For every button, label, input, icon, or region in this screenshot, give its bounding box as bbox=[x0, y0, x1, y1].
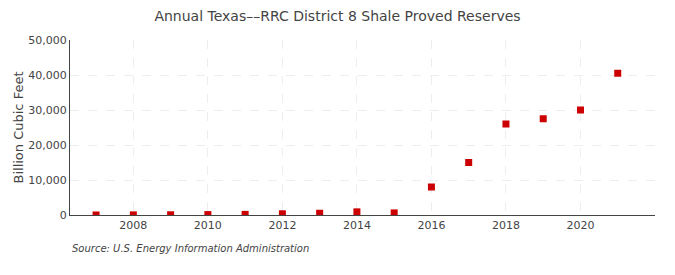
svg-text:40,000: 40,000 bbox=[28, 69, 67, 82]
svg-text:2020: 2020 bbox=[566, 219, 594, 232]
svg-text:2010: 2010 bbox=[194, 219, 222, 232]
svg-text:2012: 2012 bbox=[268, 219, 296, 232]
svg-text:Billion Cubic Feet: Billion Cubic Feet bbox=[11, 71, 26, 183]
svg-text:Annual Texas––RRC District 8 S: Annual Texas––RRC District 8 Shale Prove… bbox=[154, 8, 520, 24]
svg-text:10,000: 10,000 bbox=[28, 174, 67, 187]
svg-text:50,000: 50,000 bbox=[28, 34, 67, 47]
svg-text:Source: U.S. Energy Informatio: Source: U.S. Energy Information Administ… bbox=[72, 243, 309, 254]
svg-text:30,000: 30,000 bbox=[28, 104, 67, 117]
svg-text:20,000: 20,000 bbox=[28, 139, 67, 152]
svg-text:2016: 2016 bbox=[417, 219, 445, 232]
svg-text:0: 0 bbox=[60, 209, 67, 222]
svg-text:2014: 2014 bbox=[343, 219, 371, 232]
svg-text:2008: 2008 bbox=[119, 219, 147, 232]
svg-text:2018: 2018 bbox=[492, 219, 520, 232]
